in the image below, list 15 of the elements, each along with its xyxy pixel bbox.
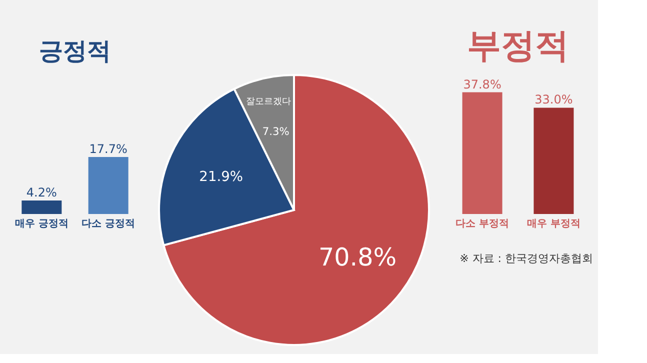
x-tick-label: 매우 부정적 bbox=[526, 218, 580, 230]
data-label: 17.7% bbox=[89, 142, 128, 156]
x-tick-label: 매우 긍정적 bbox=[14, 218, 68, 230]
data-label: 37.8% bbox=[463, 77, 502, 92]
data-label: 70.8% bbox=[318, 242, 397, 272]
x-tick-label: 다소 긍정적 bbox=[82, 218, 136, 230]
data-label: 4.2% bbox=[26, 185, 57, 200]
chart-title: 부정적 bbox=[467, 26, 569, 66]
slice-label: 잘모르겠다 bbox=[246, 96, 292, 107]
data-label: 21.9% bbox=[199, 169, 244, 186]
chart-title: 긍정적 bbox=[39, 37, 111, 65]
x-tick-label: 다소 부정적 bbox=[456, 218, 510, 230]
text: ※ 자료 : 한국경영자총협회 bbox=[460, 252, 593, 265]
data-label: 33.0% bbox=[534, 92, 573, 107]
data-label: 7.3% bbox=[262, 126, 290, 138]
